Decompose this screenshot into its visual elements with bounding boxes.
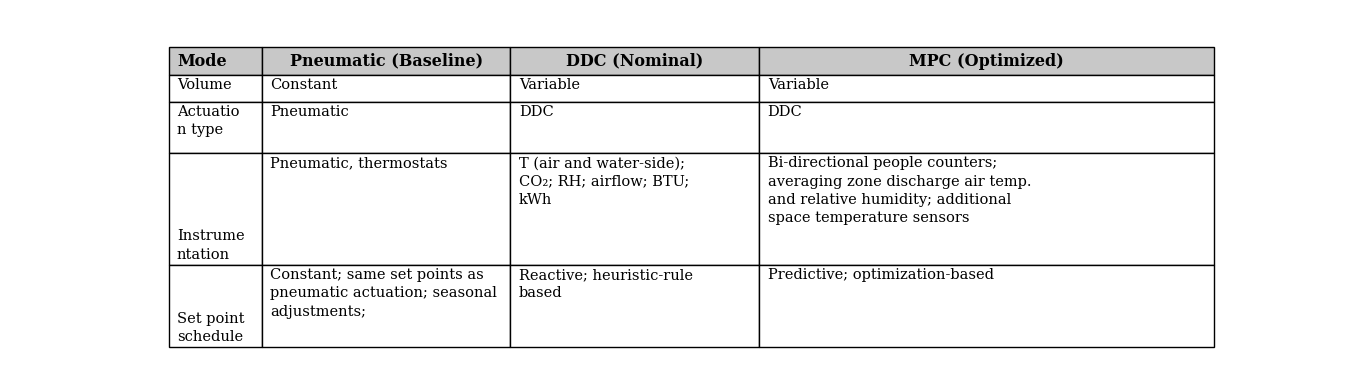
Bar xyxy=(262,102,510,153)
Bar xyxy=(759,153,1214,265)
Bar xyxy=(169,47,262,76)
Text: Actuatio
n type: Actuatio n type xyxy=(177,105,240,137)
Bar xyxy=(759,47,1214,76)
Bar xyxy=(169,76,262,102)
Bar xyxy=(169,153,262,265)
Text: T (air and water-side);
CO₂; RH; airflow; BTU;
kWh: T (air and water-side); CO₂; RH; airflow… xyxy=(519,156,689,207)
Text: Constant; same set points as
pneumatic actuation; seasonal
adjustments;: Constant; same set points as pneumatic a… xyxy=(270,268,496,319)
Bar xyxy=(262,153,510,265)
Text: DDC: DDC xyxy=(519,105,553,119)
Bar xyxy=(169,102,262,153)
Bar xyxy=(510,102,759,153)
Text: Mode: Mode xyxy=(177,53,227,70)
Bar xyxy=(262,76,510,102)
Text: MPC (Optimized): MPC (Optimized) xyxy=(909,53,1064,70)
Bar xyxy=(262,47,510,76)
Text: Pneumatic, thermostats: Pneumatic, thermostats xyxy=(270,156,448,170)
Text: DDC (Nominal): DDC (Nominal) xyxy=(567,53,704,70)
Bar xyxy=(510,76,759,102)
Bar xyxy=(510,47,759,76)
Bar xyxy=(759,76,1214,102)
Text: DDC: DDC xyxy=(768,105,803,119)
Bar xyxy=(262,265,510,347)
Text: Pneumatic: Pneumatic xyxy=(270,105,349,119)
Text: Variable: Variable xyxy=(519,78,580,92)
Bar xyxy=(759,102,1214,153)
Bar xyxy=(510,153,759,265)
Text: Predictive; optimization-based: Predictive; optimization-based xyxy=(768,268,994,282)
Text: Constant: Constant xyxy=(270,78,337,92)
Bar xyxy=(510,265,759,347)
Text: Reactive; heuristic-rule
based: Reactive; heuristic-rule based xyxy=(519,268,693,300)
Bar xyxy=(169,265,262,347)
Bar xyxy=(759,265,1214,347)
Text: Bi-directional people counters;
averaging zone discharge air temp.
and relative : Bi-directional people counters; averagin… xyxy=(768,156,1031,225)
Text: Variable: Variable xyxy=(768,78,828,92)
Text: Pneumatic (Baseline): Pneumatic (Baseline) xyxy=(290,53,483,70)
Text: Instrume
ntation: Instrume ntation xyxy=(177,229,244,262)
Text: Set point
schedule: Set point schedule xyxy=(177,312,244,344)
Text: Volume: Volume xyxy=(177,78,232,92)
